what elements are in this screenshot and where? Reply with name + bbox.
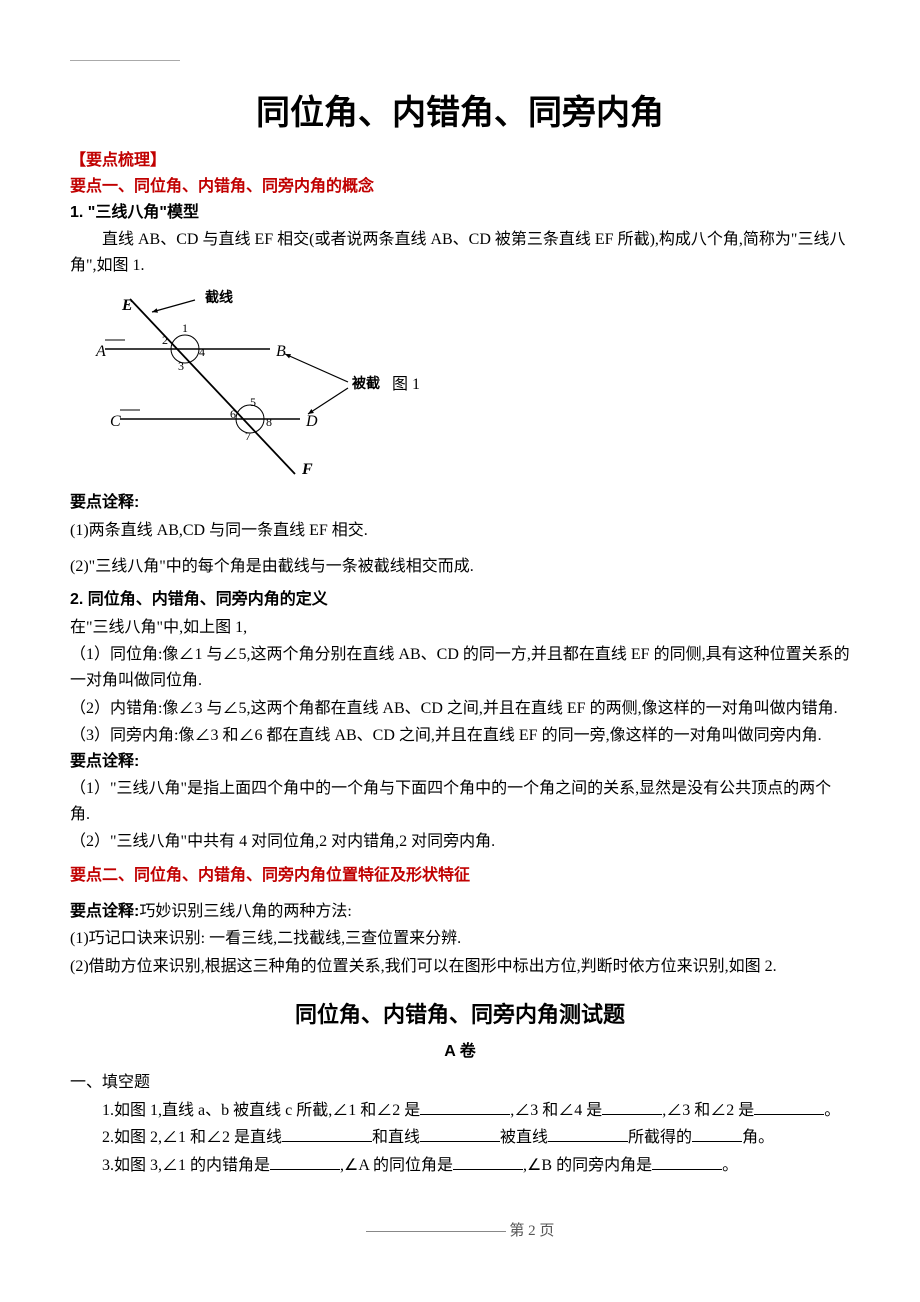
q1-c: ,∠3 和∠2 是 xyxy=(662,1102,754,1119)
q2-blank1 xyxy=(282,1126,372,1142)
para-1-heading: 1. "三线八角"模型 xyxy=(70,200,850,226)
svg-text:截线: 截线 xyxy=(205,289,233,306)
svg-text:A: A xyxy=(95,343,106,360)
para-2-heading: 2. 同位角、内错角、同旁内角的定义 xyxy=(70,587,850,613)
svg-text:2: 2 xyxy=(162,333,168,347)
fill-heading: 一、填空题 xyxy=(70,1070,850,1096)
para-2a: 在"三线八角"中,如上图 1, xyxy=(70,615,850,641)
question-3: 3.如图 3,∠1 的内错角是 ,∠A 的同位角是 ,∠B 的同旁内角是 。 xyxy=(70,1153,850,1179)
method-2: (2)借助方位来识别,根据这三种角的位置关系,我们可以在图形中标出方位,判断时依… xyxy=(70,954,850,980)
q3-blank1 xyxy=(270,1154,340,1170)
interp-heading-2: 要点诠释: xyxy=(70,749,850,775)
svg-text:D: D xyxy=(305,413,318,430)
svg-text:F: F xyxy=(301,461,313,478)
q3-c: ,∠B 的同旁内角是 xyxy=(523,1157,652,1174)
page-footer: 第 2 页 xyxy=(70,1219,850,1243)
svg-text:C: C xyxy=(110,413,121,430)
figure-1-row: E F A B C D 123 4 567 8 截线被截线 图 1 xyxy=(90,284,850,484)
q2-b: 和直线 xyxy=(372,1129,420,1146)
q1-blank2 xyxy=(602,1099,662,1115)
q3-a: 3.如图 3,∠1 的内错角是 xyxy=(102,1157,270,1174)
header-rule xyxy=(70,60,180,61)
interp-5-label: 要点诠释: xyxy=(70,903,139,920)
page-title: 同位角、内错角、同旁内角 xyxy=(70,86,850,140)
svg-text:E: E xyxy=(121,297,133,314)
q2-a: 2.如图 2,∠1 和∠2 是直线 xyxy=(102,1129,282,1146)
q1-a: 1.如图 1,直线 a、b 被直线 c 所截,∠1 和∠2 是 xyxy=(102,1102,420,1119)
svg-text:5: 5 xyxy=(250,395,256,409)
q3-d: 。 xyxy=(722,1157,738,1174)
q2-blank2 xyxy=(420,1126,500,1142)
svg-text:7: 7 xyxy=(245,429,251,443)
q2-e: 角。 xyxy=(742,1129,774,1146)
q2-blank3 xyxy=(548,1126,628,1142)
figure-1-svg: E F A B C D 123 4 567 8 截线被截线 xyxy=(90,284,380,484)
footer-text: 第 2 页 xyxy=(509,1223,554,1239)
q2-blank4 xyxy=(692,1126,742,1142)
footer-rule xyxy=(366,1231,506,1232)
paper-a: A 卷 xyxy=(70,1039,850,1065)
question-2: 2.如图 2,∠1 和∠2 是直线 和直线 被直线 所截得的 角。 xyxy=(70,1125,850,1151)
svg-text:6: 6 xyxy=(230,407,236,421)
svg-text:1: 1 xyxy=(182,321,188,335)
svg-text:被截线: 被截线 xyxy=(352,375,380,392)
para-2d: （3）同旁内角:像∠3 和∠6 都在直线 AB、CD 之间,并且在直线 EF 的… xyxy=(70,723,850,749)
para-1-body: 直线 AB、CD 与直线 EF 相交(或者说两条直线 AB、CD 被第三条直线 … xyxy=(70,227,850,278)
section-heading-1: 【要点梳理】 xyxy=(70,148,850,174)
svg-text:B: B xyxy=(276,343,286,360)
svg-text:4: 4 xyxy=(199,345,205,359)
q2-c: 被直线 xyxy=(500,1129,548,1146)
q3-blank3 xyxy=(652,1154,722,1170)
test-title: 同位角、内错角、同旁内角测试题 xyxy=(70,997,850,1032)
q1-blank3 xyxy=(754,1099,824,1115)
q3-blank2 xyxy=(453,1154,523,1170)
section-heading-2: 要点一、同位角、内错角、同旁内角的概念 xyxy=(70,174,850,200)
q1-b: ,∠3 和∠4 是 xyxy=(510,1102,602,1119)
question-1: 1.如图 1,直线 a、b 被直线 c 所截,∠1 和∠2 是 ,∠3 和∠4 是… xyxy=(70,1098,850,1124)
interp-3: （1）"三线八角"是指上面四个角中的一个角与下面四个角中的一个角之间的关系,显然… xyxy=(70,776,850,827)
svg-text:3: 3 xyxy=(178,359,184,373)
interp-heading-1: 要点诠释: xyxy=(70,490,850,516)
interp-4: （2）"三线八角"中共有 4 对同位角,2 对内错角,2 对同旁内角. xyxy=(70,829,850,855)
interp-2: (2)"三线八角"中的每个角是由截线与一条被截线相交而成. xyxy=(70,554,850,580)
interp-5-text: 巧妙识别三线八角的两种方法: xyxy=(139,903,351,920)
figure-1-caption: 图 1 xyxy=(392,372,420,398)
method-1: (1)巧记口诀来识别: 一看三线,二找截线,三查位置来分辨. xyxy=(70,926,850,952)
interp-1: (1)两条直线 AB,CD 与同一条直线 EF 相交. xyxy=(70,518,850,544)
interp-5: 要点诠释:巧妙识别三线八角的两种方法: xyxy=(70,899,850,925)
q2-d: 所截得的 xyxy=(628,1129,692,1146)
q3-b: ,∠A 的同位角是 xyxy=(340,1157,453,1174)
q1-d: 。 xyxy=(824,1102,840,1119)
q1-blank1 xyxy=(420,1099,510,1115)
para-2c: （2）内错角:像∠3 与∠5,这两个角都在直线 AB、CD 之间,并且在直线 E… xyxy=(70,696,850,722)
section-heading-3: 要点二、同位角、内错角、同旁内角位置特征及形状特征 xyxy=(70,863,850,889)
para-2b: （1）同位角:像∠1 与∠5,这两个角分别在直线 AB、CD 的同一方,并且都在… xyxy=(70,642,850,693)
svg-text:8: 8 xyxy=(266,415,272,429)
